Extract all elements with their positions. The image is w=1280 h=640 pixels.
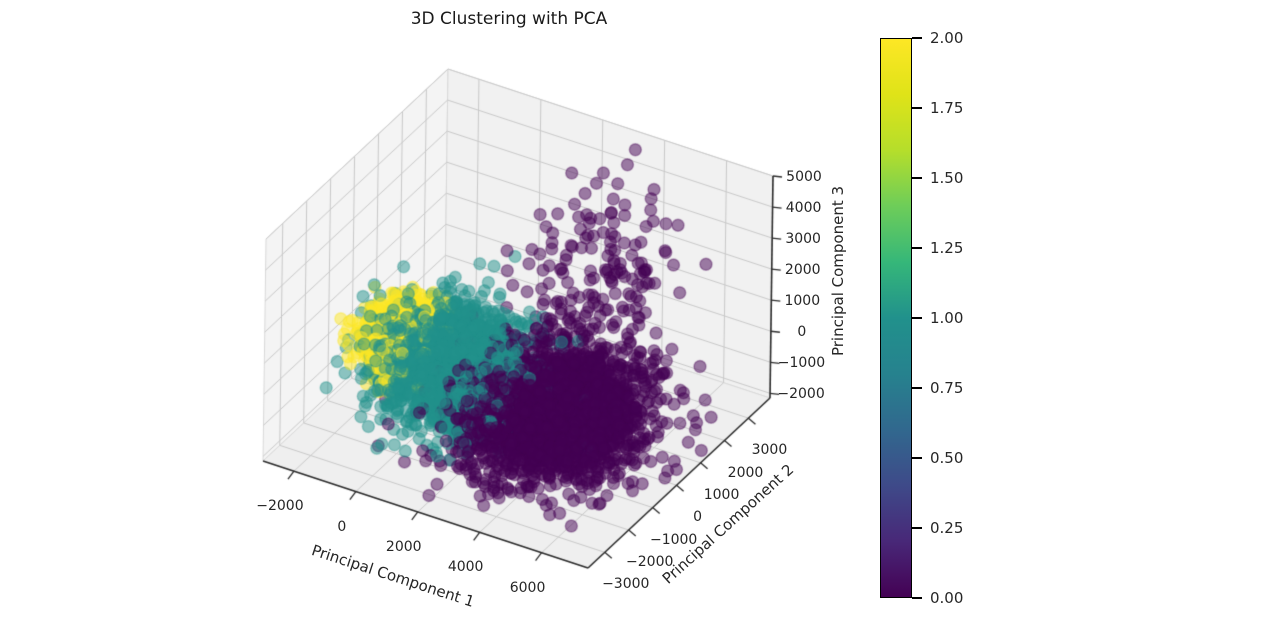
x-tick-label: −2000 (256, 498, 304, 515)
z-tick-label: 2000 (784, 262, 821, 279)
y-tick-label: −3000 (602, 576, 650, 593)
x-tick-label: 6000 (509, 579, 546, 596)
z-tick-label: 4000 (785, 200, 822, 217)
x-tick-label: 4000 (447, 559, 484, 576)
colorbar-tick-label: 0.25 (930, 519, 964, 537)
colorbar-tick-label: 0.75 (930, 379, 964, 397)
colorbar-tick-mark (912, 37, 922, 39)
y-tick-label: 0 (693, 509, 703, 526)
z-tick-label: −2000 (777, 386, 825, 403)
colorbar-tick-label: 2.00 (930, 29, 964, 47)
colorbar-tick-mark (912, 387, 922, 389)
y-tick-label: 3000 (751, 442, 788, 459)
z-tick-label: 3000 (785, 231, 821, 248)
y-tick-label: −2000 (626, 553, 674, 570)
chart-title: 3D Clustering with PCA (410, 9, 608, 29)
colorbar-tick-label: 0.00 (930, 589, 964, 607)
colorbar-tick-mark (912, 317, 922, 319)
x-tick-label: 2000 (385, 538, 422, 555)
z-tick-label: 5000 (786, 169, 822, 185)
colorbar-tick-mark (912, 247, 922, 249)
colorbar-tick-mark (912, 177, 922, 179)
z-axis-label: Principal Component 3 (829, 185, 847, 357)
colorbar-tick-label: 1.75 (930, 99, 964, 117)
z-tick-label: 0 (797, 324, 807, 341)
z-tick-label: −1000 (777, 355, 826, 372)
colorbar: 2.00 1.75 1.50 1.25 1.00 0.75 0.50 0.25 0.00 (880, 29, 1000, 607)
y-tick-label: 1000 (703, 486, 740, 503)
z-tick-label: 1000 (784, 293, 821, 310)
colorbar-tick-mark (912, 527, 922, 529)
colorbar-tick-mark (912, 457, 922, 459)
y-tick-label: −1000 (649, 531, 698, 548)
colorbar-tick-label: 1.25 (930, 239, 964, 257)
colorbar-gradient (880, 38, 912, 598)
colorbar-tick-mark (912, 597, 922, 599)
y-tick-label: 2000 (727, 464, 764, 481)
colorbar-tick-label: 1.50 (930, 169, 964, 187)
colorbar-tick-label: 0.50 (930, 449, 964, 467)
colorbar-tick-label: 1.00 (930, 309, 964, 327)
x-tick-label: 0 (337, 518, 347, 535)
colorbar-tick-mark (912, 107, 922, 109)
